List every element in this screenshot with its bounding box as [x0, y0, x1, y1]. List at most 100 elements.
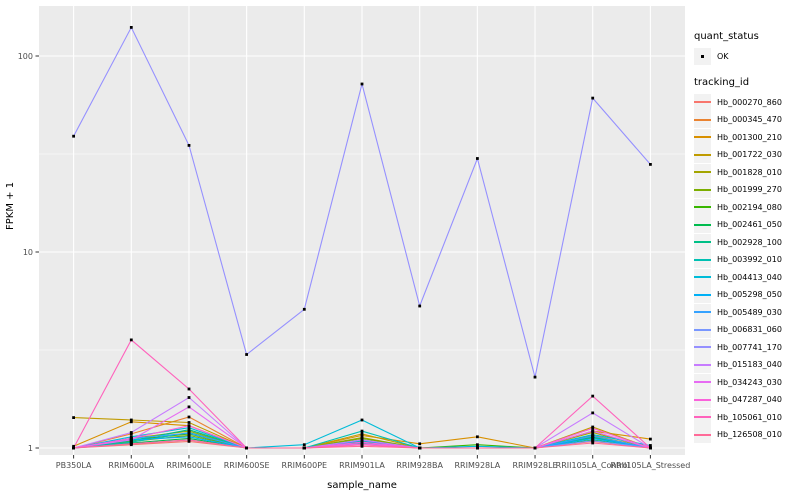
data-point [187, 426, 191, 430]
data-point [360, 82, 364, 86]
x-tick-label: RRIM600LA [108, 461, 154, 470]
legend-key-line [694, 408, 711, 426]
data-point [591, 434, 595, 438]
data-point [360, 444, 364, 448]
x-tick-label: RRIM600SE [224, 461, 270, 470]
data-point [129, 437, 133, 440]
legend-item-Hb_001999_270: Hb_001999_270 [694, 181, 798, 198]
data-point [591, 429, 595, 433]
data-point [476, 157, 479, 160]
legend-key-line [694, 146, 711, 163]
x-tick-label: RRIM901LA [339, 461, 385, 470]
data-point [129, 418, 133, 422]
legend-key-line [694, 286, 711, 303]
data-point [418, 446, 422, 450]
legend-item-Hb_105061_010: Hb_105061_010 [694, 408, 798, 426]
data-point [360, 432, 364, 436]
legend-item-Hb_126508_010: Hb_126508_010 [694, 426, 798, 443]
legend-item-Hb_015183_040: Hb_015183_040 [694, 356, 798, 373]
data-point [129, 435, 133, 439]
data-point [591, 437, 595, 440]
data-point [476, 435, 479, 439]
legend-item-Hb_006831_060: Hb_006831_060 [694, 321, 798, 338]
line-swatch-icon [694, 118, 711, 121]
data-point [187, 405, 191, 409]
data-point [187, 428, 191, 432]
x-tick-label: RRIM928BA [396, 461, 443, 470]
legend-item-label: Hb_001300_210 [717, 132, 782, 142]
legend-spacer [694, 66, 798, 77]
data-point [591, 439, 595, 443]
line-swatch-icon [694, 171, 711, 173]
legend-item-label: Hb_001999_270 [717, 185, 782, 194]
data-point [187, 421, 191, 424]
line-swatch-icon [694, 398, 711, 401]
legend-item-label: Hb_003992_010 [717, 255, 782, 264]
data-point [360, 434, 364, 437]
legend-item-label: Hb_002928_100 [717, 237, 782, 247]
data-point [129, 26, 133, 29]
legend-item-Hb_001722_030: Hb_001722_030 [694, 146, 798, 163]
data-point [187, 144, 191, 147]
data-point [72, 444, 75, 448]
legend-item-Hb_002461_050: Hb_002461_050 [694, 216, 798, 233]
data-point [187, 431, 191, 435]
line-swatch-icon [694, 328, 711, 331]
line-swatch-icon [694, 293, 711, 296]
legend-title-tracking-id: tracking_id [694, 76, 750, 88]
legend-item-label: Hb_000270_860 [717, 97, 782, 107]
legend-item-label: Hb_002194_080 [717, 202, 782, 212]
data-point [360, 418, 364, 422]
data-point [245, 446, 248, 450]
data-point [533, 375, 537, 379]
line-swatch-icon [694, 433, 711, 436]
data-point [591, 411, 595, 415]
x-tick-label: PB350LA [56, 461, 92, 470]
data-point [187, 437, 191, 440]
legend-item-label: Hb_002461_050 [717, 220, 782, 229]
legend-item-label: Hb_034243_030 [717, 377, 782, 387]
legend-item-label: Hb_000345_470 [717, 115, 782, 124]
line-swatch-icon [694, 311, 711, 313]
data-point [649, 444, 652, 447]
legend-key-line [694, 198, 711, 216]
legend-item-label: OK [717, 52, 729, 61]
legend-item-Hb_002928_100: Hb_002928_100 [694, 233, 798, 251]
legend-item-label: Hb_105061_010 [717, 412, 782, 422]
data-point [72, 416, 75, 419]
legend-item-label: Hb_005298_050 [717, 290, 782, 299]
data-point [649, 163, 652, 166]
legend-item-Hb_004413_040: Hb_004413_040 [694, 268, 798, 286]
line-swatch-icon [694, 223, 711, 226]
data-point [302, 307, 306, 311]
legend-key-line [694, 111, 711, 128]
legend-item-label: Hb_015183_040 [717, 360, 782, 369]
line-swatch-icon [694, 416, 711, 418]
data-point [476, 446, 479, 450]
data-point [649, 446, 652, 450]
data-point [187, 387, 191, 391]
data-point [533, 446, 537, 450]
line-swatch-icon [694, 346, 711, 348]
data-point [72, 446, 75, 450]
data-point [187, 424, 191, 428]
data-point [591, 433, 595, 436]
line-swatch-icon [694, 241, 711, 243]
line-swatch-icon [694, 153, 711, 156]
legend-key-line [694, 93, 711, 111]
legend-key-line [694, 268, 711, 286]
legend-item-Hb_047287_040: Hb_047287_040 [694, 391, 798, 408]
legend-item-Hb_001300_210: Hb_001300_210 [694, 128, 798, 146]
data-point [129, 338, 133, 342]
data-point [187, 396, 191, 399]
line-swatch-icon [694, 258, 711, 261]
legend-item-label: Hb_126508_010 [717, 430, 782, 439]
legend-key-line [694, 338, 711, 356]
legend-item-Hb_000345_470: Hb_000345_470 [694, 111, 798, 128]
legend-item-Hb_003992_010: Hb_003992_010 [694, 251, 798, 268]
data-point [129, 420, 133, 424]
line-swatch-icon [694, 136, 711, 138]
data-point [129, 440, 133, 444]
x-tick-label: RRII105LA_Control [556, 461, 630, 470]
